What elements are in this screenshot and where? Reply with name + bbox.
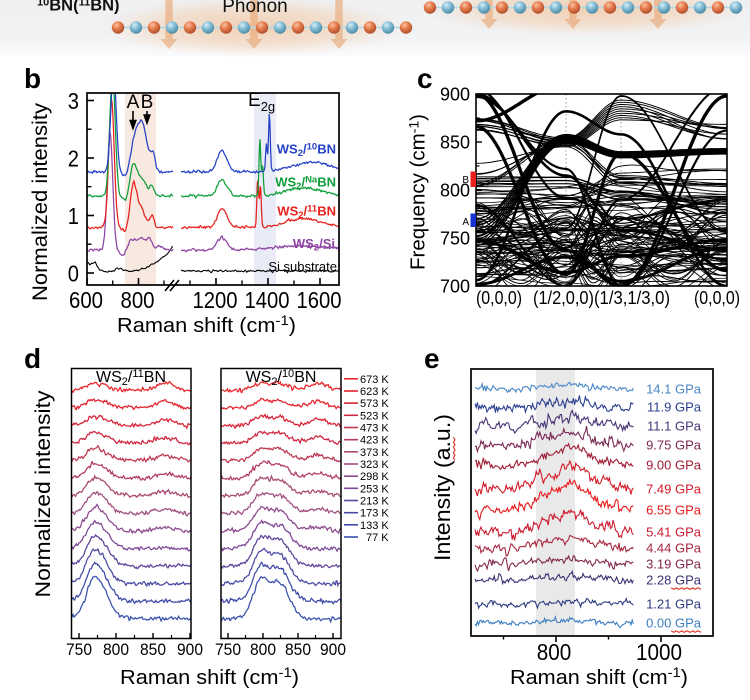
svg-text:173 K: 173 K (360, 508, 389, 520)
svg-text:5.41 GPa: 5.41 GPa (646, 525, 702, 540)
svg-text:673 K: 673 K (360, 374, 389, 386)
svg-text:d: d (24, 343, 41, 374)
svg-text:1.21 GPa: 1.21 GPa (646, 597, 702, 612)
svg-text:77 K: 77 K (366, 532, 389, 544)
svg-text:900: 900 (177, 641, 203, 659)
svg-text:2: 2 (68, 145, 79, 171)
svg-text:B: B (141, 92, 154, 113)
svg-text:A: A (127, 92, 140, 113)
svg-text:Intensity (a.u.): Intensity (a.u.) (430, 414, 455, 561)
svg-text:0: 0 (68, 260, 79, 286)
svg-text:9.75 GPa: 9.75 GPa (646, 438, 702, 453)
svg-text:0.00 GPa: 0.00 GPa (646, 616, 702, 631)
svg-text:2.28 GPa: 2.28 GPa (646, 573, 702, 588)
svg-text:850: 850 (285, 641, 311, 659)
svg-text:6.55 GPa: 6.55 GPa (646, 503, 702, 518)
svg-text:e: e (424, 343, 440, 374)
svg-text:1400: 1400 (245, 287, 290, 313)
svg-text:373 K: 373 K (360, 447, 389, 459)
svg-text:3.19 GPa: 3.19 GPa (646, 557, 702, 572)
svg-text:1000: 1000 (636, 639, 682, 665)
svg-text:800: 800 (103, 641, 129, 659)
svg-text:573 K: 573 K (360, 398, 389, 410)
svg-text:(1/3,1/3,0): (1/3,1/3,0) (594, 288, 670, 308)
svg-text:600: 600 (69, 287, 103, 313)
svg-text:Phonon: Phonon (222, 0, 288, 17)
svg-text:14.1 GPa: 14.1 GPa (646, 382, 702, 397)
svg-text:b: b (24, 63, 41, 94)
svg-text:850: 850 (140, 641, 166, 659)
svg-text:523 K: 523 K (360, 410, 389, 422)
svg-text:(1/2,0,0): (1/2,0,0) (533, 288, 594, 308)
svg-text:WS2/Si: WS2/Si (293, 236, 335, 254)
svg-text:3: 3 (68, 88, 79, 114)
svg-text:WS2/11BN: WS2/11BN (96, 368, 166, 388)
svg-text:B: B (462, 175, 469, 186)
svg-text:800: 800 (440, 181, 470, 201)
svg-text:750: 750 (66, 641, 92, 659)
svg-text:Frequency (cm-1): Frequency (cm-1) (406, 114, 430, 270)
svg-text:10BN(11BN): 10BN(11BN) (37, 0, 120, 15)
svg-text:473 K: 473 K (360, 423, 389, 435)
svg-text:(0,0,0): (0,0,0) (476, 288, 522, 308)
svg-text:Normalized intensity: Normalized intensity (29, 102, 52, 301)
svg-text:WS2/11BN: WS2/11BN (277, 204, 336, 222)
svg-text:850: 850 (440, 133, 470, 153)
svg-text:750: 750 (440, 229, 470, 249)
svg-text:900: 900 (320, 641, 346, 659)
svg-text:253 K: 253 K (360, 483, 389, 495)
svg-text:7.49 GPa: 7.49 GPa (646, 482, 702, 497)
svg-text:298 K: 298 K (360, 471, 389, 483)
svg-text:WS2/10BN: WS2/10BN (246, 368, 317, 388)
svg-text:11.1 GPa: 11.1 GPa (647, 419, 702, 434)
svg-text:Raman shift (cm-1): Raman shift (cm -1) (117, 312, 296, 337)
svg-text:323 K: 323 K (360, 459, 389, 471)
svg-text:750: 750 (215, 641, 241, 659)
svg-text:9.00 GPa: 9.00 GPa (646, 458, 702, 473)
svg-text:423 K: 423 K (360, 435, 389, 447)
svg-text:800: 800 (121, 287, 155, 313)
svg-text:800: 800 (250, 641, 276, 659)
svg-text:1: 1 (68, 203, 79, 229)
svg-text:A: A (462, 217, 469, 228)
svg-text:213 K: 213 K (360, 496, 389, 508)
svg-text:c: c (417, 63, 433, 94)
svg-text:700: 700 (440, 277, 470, 297)
svg-text:623 K: 623 K (360, 386, 389, 398)
svg-text:Si substrate: Si substrate (268, 259, 337, 274)
svg-text:800: 800 (537, 639, 572, 665)
svg-text:1200: 1200 (193, 287, 238, 313)
svg-text:Raman shift (cm-1): Raman shift (cm -1) (510, 664, 688, 689)
svg-text:Raman shift (cm-1): Raman shift (cm -1) (120, 664, 299, 689)
svg-text:1600: 1600 (297, 287, 342, 313)
svg-text:WS2/NaBN: WS2/NaBN (275, 175, 336, 193)
svg-text:Normalized intensity: Normalized intensity (31, 390, 55, 597)
svg-text:133 K: 133 K (360, 520, 389, 532)
svg-text:900: 900 (440, 85, 470, 105)
svg-text:11.9 GPa: 11.9 GPa (647, 400, 702, 415)
svg-text:WS2/10BN: WS2/10BN (277, 142, 336, 160)
svg-text:4.44 GPa: 4.44 GPa (646, 541, 702, 556)
svg-text:(0,0,0): (0,0,0) (694, 288, 740, 308)
